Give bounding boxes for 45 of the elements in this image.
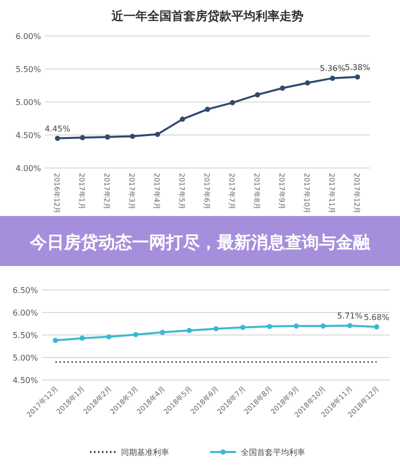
point	[320, 323, 326, 329]
legend-label: 全国首套平均利率	[241, 448, 305, 457]
point	[374, 324, 380, 330]
y-tick-label: 6.00%	[12, 308, 38, 318]
point	[213, 326, 219, 332]
point	[230, 100, 236, 106]
text: 今日房贷动态一网打尽，最新消息查询与金融	[29, 233, 371, 253]
data-label: 5.38%	[344, 62, 371, 72]
data-label: 5.71%	[337, 312, 363, 321]
y-tick-label: 6.50%	[12, 286, 38, 295]
y-tick-label: 4.50%	[16, 131, 42, 140]
y-tick-label: 5.50%	[16, 65, 42, 74]
point	[80, 336, 85, 341]
y-tick-label: 5.50%	[12, 331, 38, 340]
data-label: 5.36%	[320, 64, 346, 74]
point	[280, 86, 286, 91]
point	[104, 134, 110, 140]
data-label: 4.45%	[44, 124, 71, 134]
y-tick-label: 5.00%	[16, 98, 42, 107]
point	[154, 132, 160, 137]
point	[52, 338, 58, 343]
y-tick-label: 6.00%	[16, 32, 42, 41]
point	[240, 324, 246, 330]
point	[186, 328, 192, 334]
y-tick-label: 4.00%	[16, 164, 42, 173]
y-tick-label: 4.50%	[12, 376, 38, 385]
point	[106, 334, 112, 340]
point	[330, 76, 336, 81]
y-tick-label: 5.00%	[12, 354, 38, 362]
point	[180, 116, 186, 122]
point	[133, 332, 138, 338]
point	[130, 134, 136, 139]
point	[204, 106, 210, 112]
point	[304, 80, 310, 86]
point	[266, 324, 272, 330]
point	[80, 135, 86, 140]
data-label: 5.68%	[364, 312, 390, 322]
point	[294, 323, 299, 329]
legend-label: 同期基准利率	[121, 448, 169, 457]
point	[347, 322, 352, 328]
point	[54, 136, 60, 141]
point	[254, 92, 260, 98]
point	[354, 74, 360, 80]
chart-title: 近一年全国首套房贷款平均利率走势	[110, 9, 304, 23]
point	[160, 330, 166, 335]
